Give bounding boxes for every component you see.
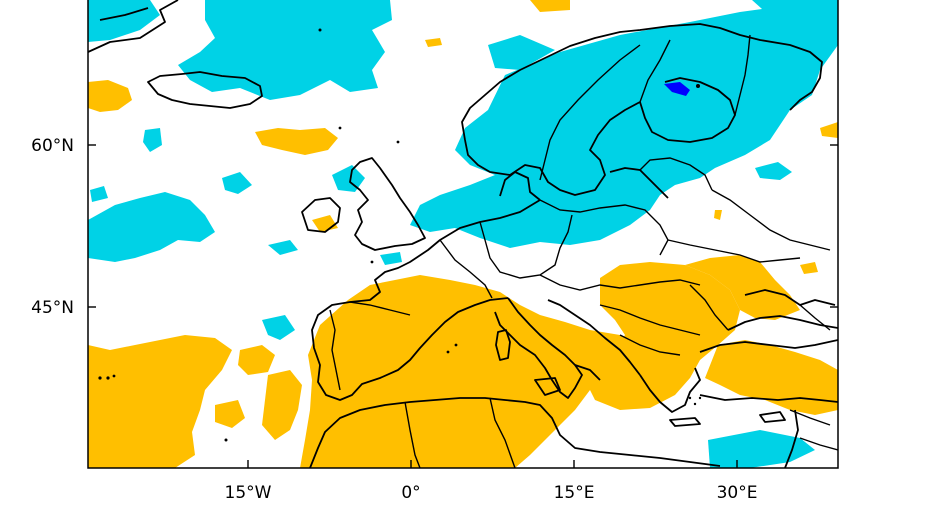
crete-coast [669,417,701,427]
lon-tick-label-2: 15°E [554,483,595,503]
island-dot-13 [698,396,702,400]
ireland-coast [301,197,341,233]
border-caucasus [799,304,831,331]
greenland-coast-inner [99,7,149,21]
sicily-coast [534,377,561,396]
island-dot-1 [98,376,102,380]
island-dot-14 [696,84,700,88]
map-frame [87,0,839,469]
britain-coast [349,157,426,251]
cyan-region-norwegian-sea [488,35,555,70]
orange-region-balkans [585,262,740,410]
lon-tick-label-1: 0° [401,483,420,503]
island-dot-12 [693,402,697,406]
border-balkans [599,304,701,356]
orange-region-iberia-med [300,275,640,468]
island-dot-7 [396,140,400,144]
cyan-region-scandinavia-baltic [410,0,838,248]
orange-region-spot-4 [530,0,570,12]
border-baltics [639,157,713,191]
finland-coast [639,77,736,143]
orange-region-atlantic-sw [88,335,232,468]
lon-tick-label-3: 30°E [717,483,758,503]
orange-region-spot-3 [215,400,245,428]
island-dot-10 [446,350,450,354]
cyan-region-atlantic-west [88,192,215,262]
orange-region-spot-1 [238,345,275,375]
turkey-south-coast [699,394,838,403]
island-dot-8 [370,260,374,264]
orange-region-spot-2 [262,370,302,440]
coastlines [88,0,838,468]
cyprus-coast [759,411,786,423]
border-spain-france [349,301,411,316]
border-belarus-ukraine [667,239,801,263]
strong-positive-spot [664,82,690,96]
island-dot-9 [454,343,458,347]
cyan-region-spot-3 [268,240,298,255]
border-romania [689,284,729,331]
border-north-africa [404,397,516,468]
cyan-region-spot-4 [755,162,792,180]
border-germany [479,214,573,279]
border-finland-russia [734,34,751,116]
adriatic-coast [547,299,641,376]
border-central-europe [539,274,701,291]
scandinavia-coast [461,23,823,141]
island-dot-6 [338,126,342,130]
orange-region-spot-9 [760,296,788,314]
border-sweden-finland [639,39,671,103]
cyan-region-spot-2 [222,172,252,194]
border-russia-east [711,189,831,251]
lat-tick-label-0: 60°N [31,136,74,156]
scandinavia-south-coast [464,101,641,196]
orange-region-spot-8 [800,262,818,274]
levant-coast [784,409,799,468]
sardinia-coast [495,329,511,361]
black-sea-coast [727,289,838,331]
orange-region-spot-5 [425,38,442,47]
cyan-region-uk [332,165,365,192]
orange-region-atlantic-mid [255,128,338,155]
cyan-region-spot-5 [262,315,295,340]
island-dot-3 [112,374,116,378]
country-borders [329,34,838,468]
border-portugal [329,309,341,391]
italy-coast [494,297,583,399]
small-islands [98,28,702,442]
border-poland [539,199,669,256]
baltic-states-coast [609,167,669,199]
lon-tick-label-0: 15°W [225,483,272,503]
cyan-region-russia-north [752,0,838,40]
europe-mainland-coast [311,199,541,401]
denmark-coast [499,171,541,201]
negative-anomaly-regions [88,0,838,468]
lat-tick-label-1: 45°N [31,298,74,318]
greenland-coast [88,0,179,53]
border-norway-sweden [539,44,641,181]
cyan-region-spot-7 [90,186,108,202]
orange-region-near-east [705,340,838,415]
cyan-region-north-atlantic [178,0,392,100]
orange-region-spot-6 [820,122,838,138]
greece-coast [639,367,701,413]
island-dot-2 [106,376,110,380]
longitude-axis: 15°W 0° 15°E 30°E [225,460,758,503]
border-middle-east [789,409,838,451]
turkey-coast [699,339,838,353]
map-plot-area [88,0,838,468]
italy-heel [574,364,601,381]
island-dot-4 [224,438,228,442]
iceland-coast [147,71,263,109]
north-africa-coast [309,397,721,468]
border-france [439,239,493,299]
latitude-axis: 60°N 45°N [31,136,838,318]
orange-region-atlantic-nw [88,80,132,112]
orange-region-spot-10 [714,210,722,220]
island-dot-5 [318,28,322,32]
island-dot-11 [688,396,692,400]
cyan-region-spot-1 [143,128,162,152]
cyan-region-spot-6 [380,252,402,265]
